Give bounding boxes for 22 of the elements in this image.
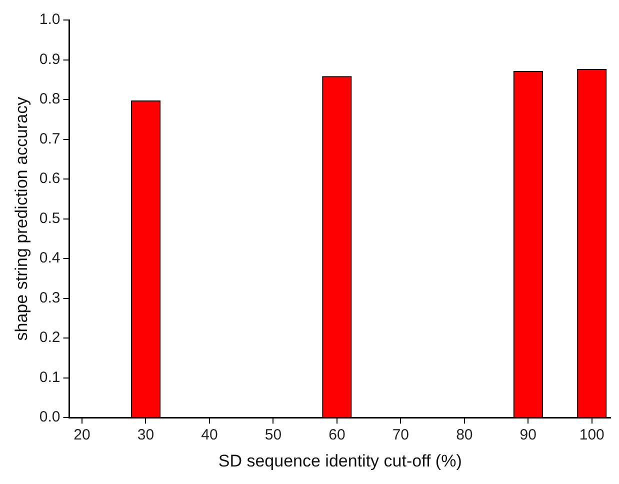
x-tick-label: 90: [520, 426, 536, 444]
x-tick-label: 60: [328, 426, 346, 444]
y-tick-label: 0.8: [39, 90, 60, 108]
y-tick-label: 1.0: [39, 11, 60, 28]
y-tick-label: 0.2: [39, 329, 60, 346]
y-tick-label: 0.6: [39, 170, 60, 188]
x-tick-label: 20: [74, 426, 90, 444]
y-tick-label: 0.4: [39, 250, 60, 267]
y-tick-label: 0.0: [39, 408, 60, 426]
y-tick-label: 0.7: [39, 130, 60, 148]
x-tick-label: 100: [579, 426, 604, 444]
y-axis-title: shape string prediction accuracy: [12, 96, 31, 341]
x-tick-label: 40: [201, 426, 218, 444]
x-tick-label: 30: [137, 426, 154, 444]
y-tick-label: 0.1: [39, 368, 60, 386]
y-tick-label: 0.9: [39, 50, 60, 68]
x-tick-label: 50: [264, 426, 282, 444]
x-axis-title: SD sequence identity cut-off (%): [218, 451, 462, 470]
y-tick-label: 0.5: [39, 210, 60, 227]
x-tick-label: 80: [456, 426, 473, 444]
x-tick-label: 70: [392, 426, 410, 444]
y-tick-label: 0.3: [39, 289, 60, 306]
